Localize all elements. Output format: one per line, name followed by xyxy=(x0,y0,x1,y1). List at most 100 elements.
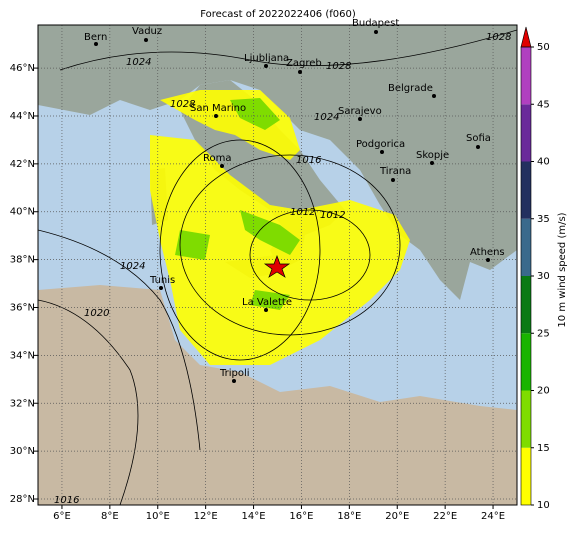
x-tick-label: 14°E xyxy=(242,511,266,522)
city-label: Tirana xyxy=(379,166,411,177)
colorbar-segment xyxy=(521,390,531,448)
city: Tunis xyxy=(149,275,175,290)
isobar xyxy=(38,299,139,505)
city: Vaduz xyxy=(132,26,162,42)
colorbar-tick-label: 45 xyxy=(537,99,550,110)
isobar-label: 1028 xyxy=(486,32,511,43)
city-label: Sarajevo xyxy=(338,106,382,117)
y-tick-label: 40°N xyxy=(10,207,35,218)
map-area xyxy=(38,25,517,505)
y-tick-label: 42°N xyxy=(10,159,35,170)
colorbar-tick-label: 20 xyxy=(537,386,550,397)
x-tick-label: 12°E xyxy=(194,511,218,522)
y-tick-label: 34°N xyxy=(10,350,35,361)
y-tick-label: 36°N xyxy=(10,302,35,313)
city-label: Vaduz xyxy=(132,26,162,37)
city: Belgrade xyxy=(388,83,436,98)
y-tick-label: 32°N xyxy=(10,398,35,409)
city-label: Bern xyxy=(84,32,107,43)
isobar-label: 1012 xyxy=(290,207,315,218)
city: Tripoli xyxy=(219,368,250,383)
isobar xyxy=(38,229,201,451)
city: Zagreb xyxy=(286,58,322,74)
city: San Marino xyxy=(190,103,246,118)
x-tick-label: 18°E xyxy=(337,511,361,522)
city-label: Budapest xyxy=(352,18,399,29)
city: Roma xyxy=(203,153,232,168)
isobars xyxy=(38,29,517,505)
isobar-label: 1020 xyxy=(84,308,109,319)
city-label: Tunis xyxy=(149,275,175,286)
x-tick-label: 22°E xyxy=(433,511,457,522)
colorbar-segment xyxy=(521,47,531,105)
isobar xyxy=(59,29,517,71)
colorbar-tick-label: 10 xyxy=(537,500,550,511)
x-tick-label: 8°E xyxy=(101,511,119,522)
x-tick-label: 6°E xyxy=(53,511,71,522)
colorbar-segment xyxy=(521,161,531,219)
colorbar-label: 10 m wind speed (m/s) xyxy=(557,212,568,327)
wind-area-strong xyxy=(230,98,280,130)
isobar-label: 1024 xyxy=(314,112,339,123)
y-tick-label: 30°N xyxy=(10,446,35,457)
city-label: San Marino xyxy=(190,103,246,114)
city-label: Skopje xyxy=(416,150,449,161)
colorbar-segment xyxy=(521,104,531,162)
x-tick-label: 20°E xyxy=(385,511,409,522)
city-label: Sofia xyxy=(466,133,491,144)
map-title: Forecast of 2022022406 (f060) xyxy=(200,9,356,20)
x-tick-label: 10°E xyxy=(146,511,170,522)
x-tick-label: 24°E xyxy=(481,511,505,522)
city: Podgorica xyxy=(356,139,405,154)
city: Budapest xyxy=(352,18,399,34)
city: Bern xyxy=(84,32,107,46)
colorbar-tick-label: 30 xyxy=(537,271,550,282)
isobar-label: 1028 xyxy=(326,61,351,72)
colorbar-tick-label: 50 xyxy=(537,42,550,53)
colorbar-tick-label: 35 xyxy=(537,214,550,225)
europe-land xyxy=(38,25,517,300)
cities: Bern Vaduz Ljubljana Zagreb Budapest Bel… xyxy=(84,18,505,383)
isobar-labels: 1028 1028 1024 1028 1024 1016 1012 1012 … xyxy=(54,32,511,506)
city: Athens xyxy=(470,247,505,262)
city-label: Zagreb xyxy=(286,58,322,69)
city: Sofia xyxy=(466,133,491,149)
city: La Valette xyxy=(242,297,292,312)
colorbar-tick-label: 25 xyxy=(537,328,550,339)
y-tick-label: 46°N xyxy=(10,63,35,74)
isobar-label: 1016 xyxy=(54,495,79,506)
colorbar-tick-label: 15 xyxy=(537,443,550,454)
isobar-label: 1024 xyxy=(120,261,145,272)
colorbar-extend xyxy=(520,26,532,48)
city-label: Podgorica xyxy=(356,139,405,150)
city-label: Tripoli xyxy=(219,368,250,379)
city-label: Ljubljana xyxy=(244,53,289,64)
isobar xyxy=(249,209,371,301)
city-label: Athens xyxy=(470,247,505,258)
y-tick-label: 38°N xyxy=(10,255,35,266)
city-label: La Valette xyxy=(242,297,292,308)
isobar-label: 1016 xyxy=(296,155,321,166)
y-tick-label: 44°N xyxy=(10,111,35,122)
city-label: Belgrade xyxy=(388,83,433,94)
isobar-label: 1028 xyxy=(170,99,195,110)
x-tick-label: 16°E xyxy=(289,511,313,522)
storm-center xyxy=(263,255,291,278)
isobar xyxy=(179,154,401,336)
city-label: Roma xyxy=(203,153,232,164)
colorbar-segment xyxy=(521,218,531,276)
wind-area-strong xyxy=(175,210,300,310)
map-frame xyxy=(37,24,518,506)
isobar-label: 1024 xyxy=(126,57,151,68)
isobar-label: 1012 xyxy=(320,210,345,221)
city: Ljubljana xyxy=(244,53,289,68)
colorbar-segment xyxy=(521,276,531,334)
city: Sarajevo xyxy=(338,106,382,121)
colorbar-tick-label: 40 xyxy=(537,157,550,168)
colorbar-segment xyxy=(521,333,531,391)
isobar xyxy=(159,139,321,361)
y-tick-label: 28°N xyxy=(10,494,35,505)
colorbar-segment xyxy=(521,447,531,505)
city: Skopje xyxy=(416,150,449,165)
